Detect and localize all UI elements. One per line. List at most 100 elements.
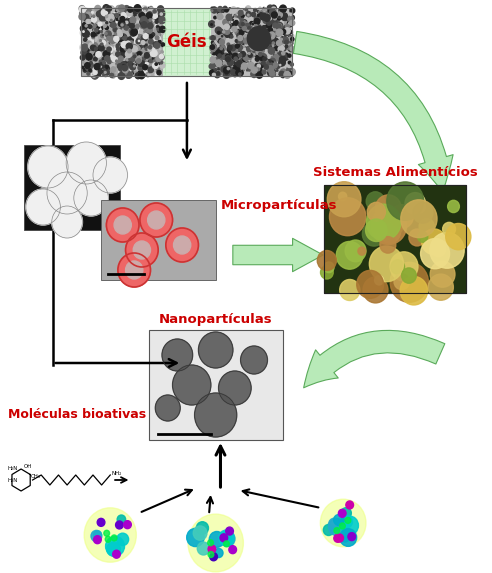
Circle shape [257,10,260,13]
Circle shape [92,52,98,57]
Circle shape [223,72,230,79]
Circle shape [219,35,225,42]
Circle shape [279,59,285,66]
Circle shape [91,29,93,31]
Circle shape [128,39,131,42]
Circle shape [104,18,109,23]
Circle shape [254,31,256,33]
Circle shape [137,52,141,56]
Circle shape [144,7,148,11]
Circle shape [224,54,225,56]
Circle shape [272,7,276,11]
Circle shape [280,20,281,21]
Circle shape [93,536,101,544]
Circle shape [109,6,114,12]
Circle shape [85,9,87,10]
Circle shape [103,69,109,75]
Circle shape [230,75,231,77]
Circle shape [158,17,161,19]
Circle shape [103,51,110,57]
Circle shape [228,19,229,21]
Circle shape [254,34,259,40]
Circle shape [84,66,85,67]
Circle shape [257,68,260,70]
Circle shape [236,61,242,67]
Circle shape [123,16,127,20]
Circle shape [105,31,111,37]
Circle shape [106,17,109,20]
Circle shape [238,22,243,26]
Circle shape [155,395,180,421]
Circle shape [223,31,227,36]
Circle shape [286,24,290,28]
Circle shape [119,72,121,74]
Circle shape [148,32,151,36]
Circle shape [240,55,246,61]
Circle shape [86,34,87,37]
Circle shape [89,25,92,29]
Circle shape [93,157,127,193]
Circle shape [221,63,222,65]
Circle shape [430,233,464,268]
Circle shape [226,54,230,59]
Circle shape [276,42,283,49]
Circle shape [93,53,95,55]
Circle shape [140,54,143,57]
Circle shape [255,66,260,72]
Circle shape [272,65,277,70]
Circle shape [124,48,125,49]
Circle shape [149,19,151,20]
Circle shape [285,40,288,44]
Circle shape [107,10,109,13]
Circle shape [101,9,107,15]
Bar [24,145,120,230]
Circle shape [142,49,148,56]
Circle shape [143,34,148,39]
Circle shape [157,70,161,74]
Circle shape [339,523,345,529]
Circle shape [270,70,275,76]
Circle shape [263,34,269,40]
Circle shape [158,18,162,22]
Circle shape [120,46,126,52]
Circle shape [91,45,95,50]
Circle shape [145,39,149,43]
Circle shape [158,61,160,63]
Circle shape [259,7,261,10]
Circle shape [149,40,153,44]
Circle shape [241,346,268,374]
Circle shape [120,23,121,25]
Circle shape [288,37,292,41]
Circle shape [222,11,223,12]
Circle shape [289,15,294,20]
Circle shape [116,59,122,65]
Circle shape [84,68,86,70]
Circle shape [220,46,225,51]
Circle shape [149,34,153,38]
Circle shape [275,17,277,19]
Circle shape [155,45,156,46]
Circle shape [150,50,152,52]
Circle shape [158,29,161,33]
Circle shape [28,146,68,188]
Circle shape [272,35,277,41]
Circle shape [122,43,126,47]
Circle shape [215,35,220,40]
Circle shape [154,29,160,34]
Circle shape [94,70,101,77]
Circle shape [339,280,360,300]
Circle shape [155,70,159,74]
Circle shape [448,201,460,213]
Circle shape [265,50,267,52]
Circle shape [286,41,290,45]
Circle shape [103,18,106,21]
Circle shape [89,44,93,49]
Circle shape [286,37,293,44]
Circle shape [276,69,278,71]
Circle shape [221,36,223,37]
Circle shape [98,69,103,74]
Circle shape [88,62,93,69]
Circle shape [157,28,159,30]
Circle shape [227,43,230,46]
Circle shape [116,52,121,57]
